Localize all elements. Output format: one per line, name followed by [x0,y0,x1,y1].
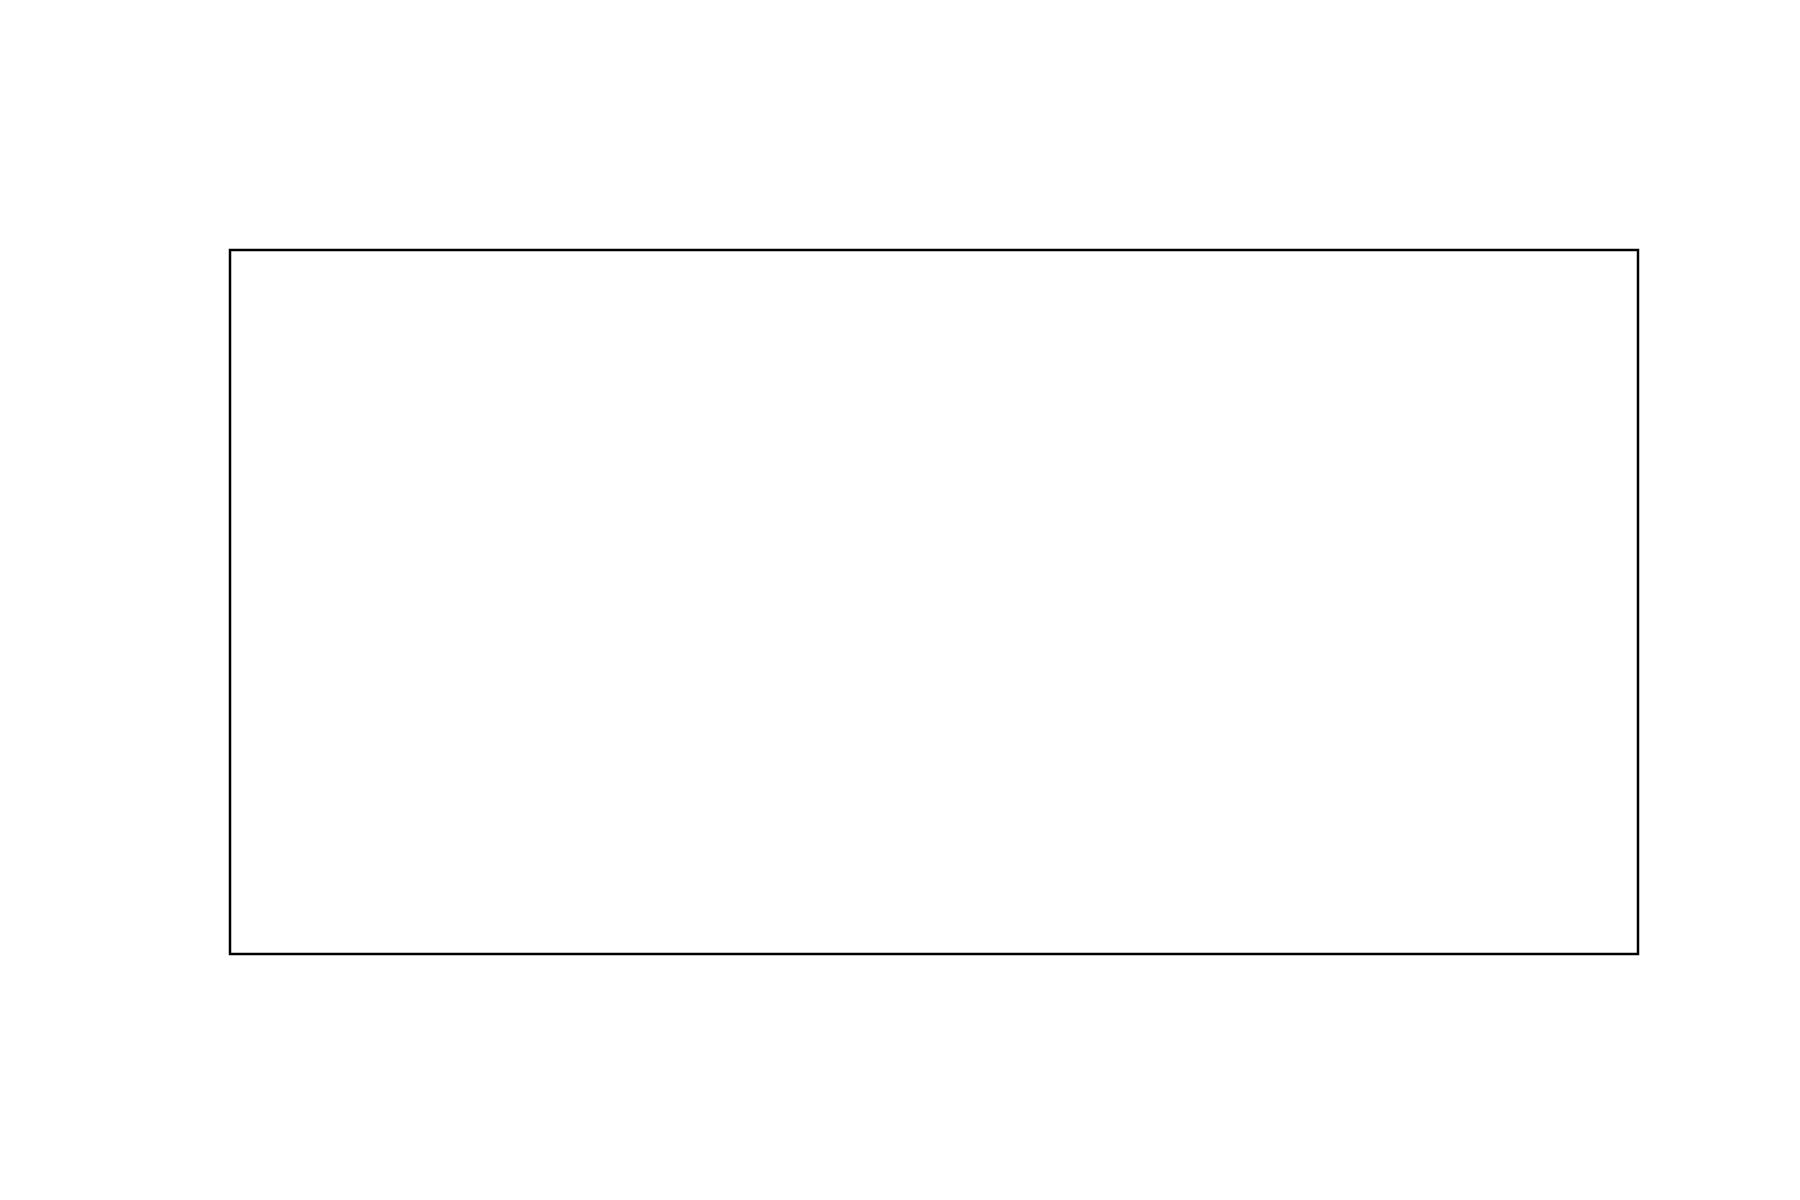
plot-area [230,250,1638,954]
plot-frame [228,248,1640,956]
